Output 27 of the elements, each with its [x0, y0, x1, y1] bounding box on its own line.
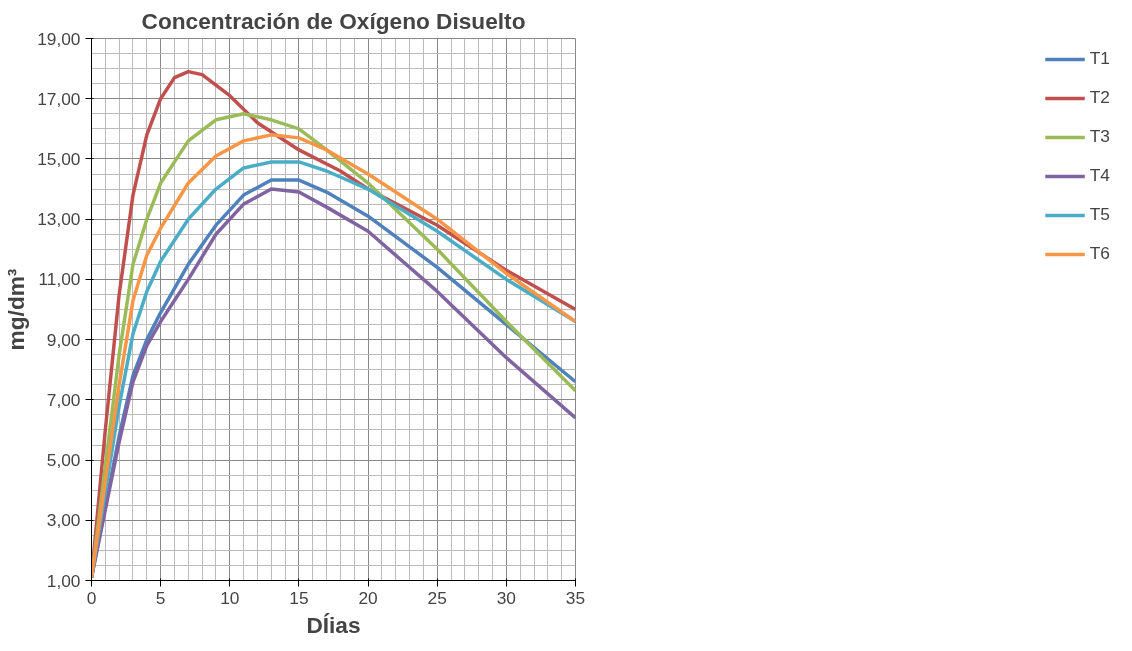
- y-tick-label: 3,00: [46, 510, 81, 531]
- y-tick-label: 9,00: [46, 329, 81, 350]
- legend-label: T5: [1089, 204, 1110, 225]
- legend-label: T3: [1089, 126, 1110, 147]
- y-tick-label: 13,00: [37, 209, 81, 230]
- y-tick-label: 7,00: [46, 389, 81, 410]
- y-tick-label: 1,00: [46, 570, 81, 591]
- x-tick-label: 30: [496, 587, 516, 608]
- y-tick-label: 11,00: [38, 269, 81, 290]
- x-tick-label: 0: [86, 587, 97, 608]
- y-tick-label: 5,00: [46, 450, 81, 471]
- x-tick-label: 25: [427, 587, 447, 608]
- x-tick-label: 35: [565, 587, 586, 608]
- x-tick-label: 20: [358, 587, 378, 608]
- y-tick-label: 15,00: [37, 148, 81, 169]
- legend-label: T1: [1089, 48, 1110, 69]
- legend-label: T4: [1089, 165, 1110, 186]
- legend-label: T6: [1089, 243, 1110, 264]
- legend-label: T2: [1089, 87, 1110, 108]
- x-tick-label: 15: [289, 587, 309, 608]
- x-tick-label: 10: [220, 587, 240, 608]
- y-axis-title: mg/dm³: [3, 268, 30, 351]
- x-tick-label: 5: [155, 587, 166, 608]
- x-axis-title: DÍias: [306, 611, 361, 638]
- y-tick-label: 17,00: [37, 88, 81, 109]
- chart-title: Concentración de Oxígeno Disuelto: [141, 7, 526, 34]
- y-tick-label: 19,00: [37, 28, 81, 49]
